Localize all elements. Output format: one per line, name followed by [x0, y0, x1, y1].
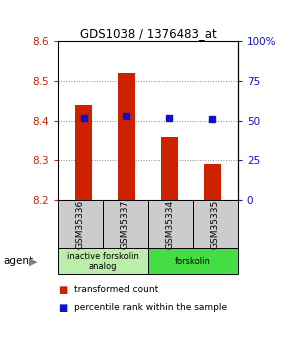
Text: ■: ■ — [58, 285, 67, 295]
Text: forskolin: forskolin — [175, 257, 211, 266]
Text: percentile rank within the sample: percentile rank within the sample — [74, 303, 227, 312]
Text: ■: ■ — [58, 303, 67, 313]
Bar — [75, 105, 92, 200]
Text: agent: agent — [3, 256, 33, 266]
Text: GSM35334: GSM35334 — [166, 200, 175, 249]
Text: GSM35335: GSM35335 — [211, 200, 220, 249]
Text: inactive forskolin
analog: inactive forskolin analog — [67, 252, 139, 271]
Bar — [118, 73, 135, 200]
Text: ▶: ▶ — [29, 256, 38, 266]
Text: GSM35337: GSM35337 — [121, 200, 130, 249]
Title: GDS1038 / 1376483_at: GDS1038 / 1376483_at — [79, 27, 216, 40]
Text: GSM35336: GSM35336 — [76, 200, 85, 249]
Bar — [204, 164, 221, 200]
Bar — [161, 137, 178, 200]
Text: transformed count: transformed count — [74, 285, 158, 294]
